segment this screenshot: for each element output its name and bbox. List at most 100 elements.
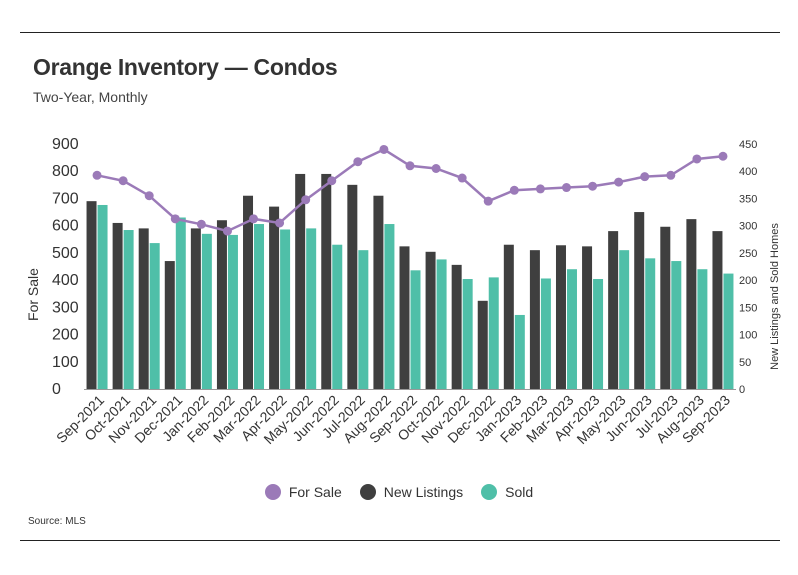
y2-axis-label: New Listings and Sold Homes bbox=[769, 223, 781, 370]
bar-sold bbox=[488, 277, 499, 389]
bar-sold bbox=[227, 234, 238, 389]
y-tick-label: 500 bbox=[52, 245, 79, 262]
point-for-sale bbox=[483, 196, 493, 206]
bar-new-listings bbox=[529, 250, 540, 389]
point-for-sale bbox=[275, 218, 285, 228]
bar-sold bbox=[540, 278, 551, 389]
legend-swatch-sold bbox=[481, 484, 498, 500]
point-for-sale bbox=[353, 157, 363, 167]
y2-tick-label: 350 bbox=[739, 193, 757, 205]
bottom-rule bbox=[20, 540, 780, 541]
y-tick-label: 600 bbox=[52, 218, 79, 235]
bar-sold bbox=[306, 228, 317, 389]
y-tick-label: 300 bbox=[52, 299, 79, 316]
point-for-sale bbox=[640, 172, 650, 182]
bar-new-listings bbox=[190, 228, 201, 389]
point-for-sale bbox=[718, 151, 728, 161]
point-for-sale bbox=[118, 176, 128, 186]
y2-tick-label: 0 bbox=[739, 384, 745, 396]
point-for-sale bbox=[457, 173, 467, 183]
bar-new-listings bbox=[477, 300, 488, 389]
bar-sold bbox=[332, 244, 343, 389]
chart-subtitle: Two-Year, Monthly bbox=[33, 89, 148, 105]
bar-new-listings bbox=[373, 195, 384, 389]
point-for-sale bbox=[379, 144, 389, 154]
bar-sold bbox=[436, 259, 447, 389]
y-tick-label: 400 bbox=[52, 272, 79, 289]
point-for-sale bbox=[170, 214, 180, 224]
bar-sold bbox=[201, 233, 212, 389]
bar-new-listings bbox=[451, 264, 462, 389]
bar-sold bbox=[280, 229, 291, 389]
y2-tick-label: 250 bbox=[739, 248, 757, 260]
point-for-sale bbox=[692, 154, 702, 164]
combo-chart: 0 100 200 300 400 500 600 700 800 900 0 50 100 150 200… bbox=[25, 136, 781, 447]
y2-tick-label: 400 bbox=[739, 166, 757, 178]
bar-sold bbox=[462, 279, 473, 389]
y2-tick-label: 200 bbox=[739, 275, 757, 287]
bar-sold bbox=[514, 314, 525, 389]
point-for-sale bbox=[431, 164, 441, 173]
point-for-sale bbox=[561, 183, 571, 193]
y2-tick-label: 150 bbox=[739, 302, 757, 314]
bar-new-listings bbox=[321, 173, 332, 389]
bar-new-listings bbox=[269, 206, 280, 389]
point-for-sale bbox=[301, 195, 311, 205]
bar-sold bbox=[645, 258, 656, 389]
bar-new-listings bbox=[216, 220, 227, 389]
y-tick-label: 200 bbox=[52, 327, 79, 344]
point-for-sale bbox=[144, 191, 154, 201]
bar-new-listings bbox=[503, 244, 514, 389]
y-axis-label: For Sale bbox=[25, 268, 41, 321]
bar-new-listings bbox=[555, 245, 566, 389]
bar-new-listings bbox=[712, 231, 723, 389]
bar-sold bbox=[149, 243, 160, 389]
bar-new-listings bbox=[582, 246, 593, 389]
bar-sold bbox=[723, 273, 734, 389]
y2-tick-label: 50 bbox=[739, 357, 751, 369]
y2-tick-label: 450 bbox=[739, 139, 757, 151]
bar-sold bbox=[697, 269, 708, 389]
y-tick-label: 800 bbox=[52, 163, 79, 180]
bar-new-listings bbox=[347, 184, 358, 389]
bar-sold bbox=[384, 224, 395, 389]
y2-tick-label: 300 bbox=[739, 221, 757, 233]
bar-new-listings bbox=[425, 251, 436, 389]
point-for-sale bbox=[405, 161, 415, 171]
y2-tick-label: 100 bbox=[739, 330, 757, 342]
bar-sold bbox=[619, 250, 630, 389]
legend-label-for-sale: For Sale bbox=[288, 484, 342, 500]
source-note: Source: MLS bbox=[28, 516, 86, 527]
bar-new-listings bbox=[243, 195, 254, 389]
bar-new-listings bbox=[660, 226, 671, 389]
point-for-sale bbox=[196, 219, 206, 229]
bar-sold bbox=[593, 279, 604, 389]
legend-item-sold: Sold bbox=[481, 484, 533, 500]
point-for-sale bbox=[92, 170, 102, 180]
point-for-sale bbox=[666, 170, 676, 180]
point-for-sale bbox=[327, 176, 337, 186]
bar-new-listings bbox=[295, 173, 306, 389]
bar-new-listings bbox=[634, 212, 645, 389]
bar-new-listings bbox=[399, 246, 410, 389]
legend-swatch-for-sale bbox=[264, 484, 281, 500]
bar-new-listings bbox=[686, 219, 697, 389]
point-for-sale bbox=[509, 185, 519, 195]
bar-new-listings bbox=[112, 222, 123, 389]
bar-sold bbox=[97, 204, 108, 389]
chart-title: Orange Inventory — Condos bbox=[33, 54, 338, 80]
y-tick-label: 100 bbox=[52, 354, 79, 371]
legend-swatch-new-listings bbox=[359, 484, 376, 500]
bar-new-listings bbox=[164, 261, 175, 389]
legend-label-sold: Sold bbox=[505, 484, 534, 500]
bar-sold bbox=[254, 224, 265, 389]
bar-sold bbox=[566, 269, 577, 389]
bar-sold bbox=[410, 270, 421, 389]
legend-label-new-listings: New Listings bbox=[383, 484, 464, 500]
point-for-sale bbox=[535, 184, 545, 194]
bar-sold bbox=[123, 230, 134, 389]
point-for-sale bbox=[249, 214, 259, 224]
bar-sold bbox=[671, 261, 682, 389]
legend-item-new-listings: New Listings bbox=[359, 484, 464, 500]
point-for-sale bbox=[614, 177, 624, 187]
